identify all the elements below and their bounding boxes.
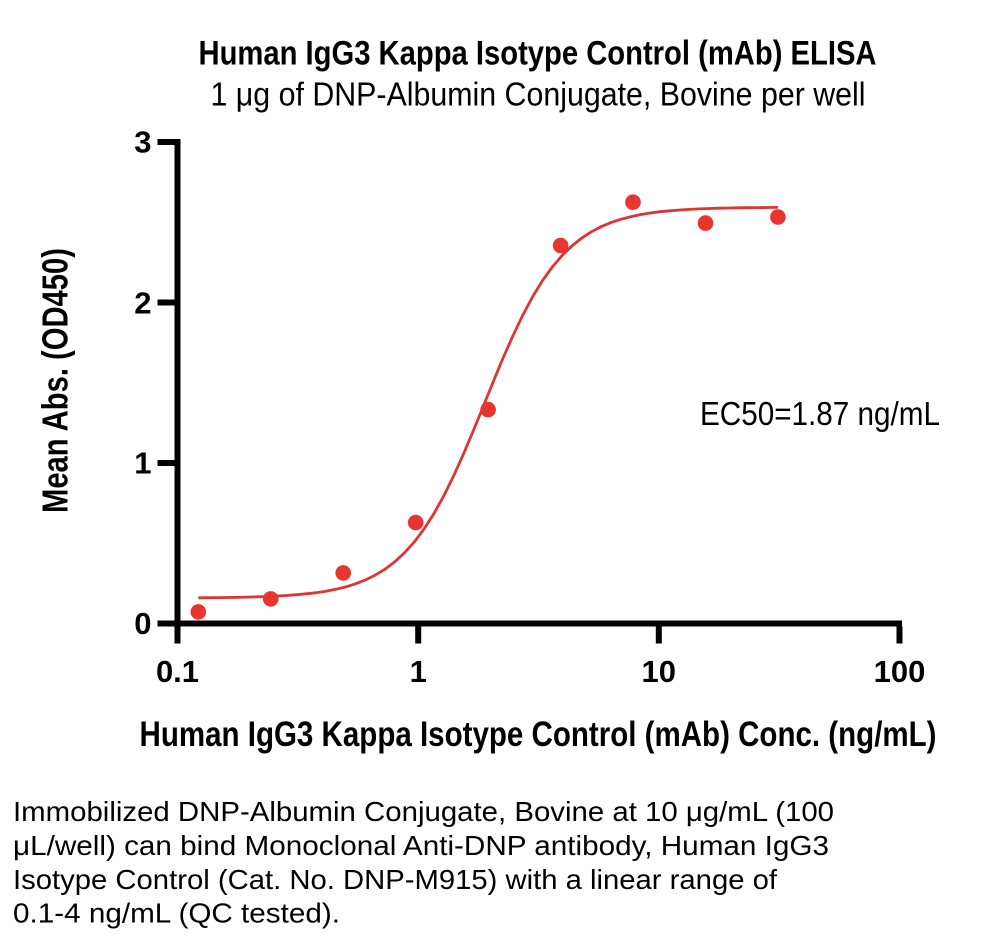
svg-text:1 μg of DNP-Albumin Conjugate,: 1 μg of DNP-Albumin Conjugate, Bovine pe… [211,75,866,112]
svg-text:Isotype Control (Cat. No. DNP-: Isotype Control (Cat. No. DNP-M915) with… [13,864,777,895]
svg-text:EC50=1.87 ng/mL: EC50=1.87 ng/mL [700,395,940,432]
svg-text:3: 3 [134,125,151,160]
svg-text:μL/well) can bind Monoclonal A: μL/well) can bind Monoclonal Anti-DNP an… [13,830,829,861]
svg-text:100: 100 [874,654,926,689]
svg-text:Mean Abs. (OD450): Mean Abs. (OD450) [35,248,76,513]
svg-text:10: 10 [642,654,676,689]
svg-text:0: 0 [134,606,151,641]
svg-text:Human IgG3 Kappa Isotype Contr: Human IgG3 Kappa Isotype Control (mAb) C… [140,715,937,754]
svg-text:Immobilized DNP-Albumin Conjug: Immobilized DNP-Albumin Conjugate, Bovin… [13,796,834,827]
svg-text:1: 1 [410,654,427,689]
svg-text:1: 1 [134,446,151,481]
svg-text:0.1-4 ng/mL (QC tested).: 0.1-4 ng/mL (QC tested). [13,898,340,929]
svg-text:2: 2 [134,286,151,321]
svg-text:0.1: 0.1 [156,654,199,689]
svg-text:Human IgG3 Kappa Isotype Contr: Human IgG3 Kappa Isotype Control (mAb) E… [199,35,877,73]
